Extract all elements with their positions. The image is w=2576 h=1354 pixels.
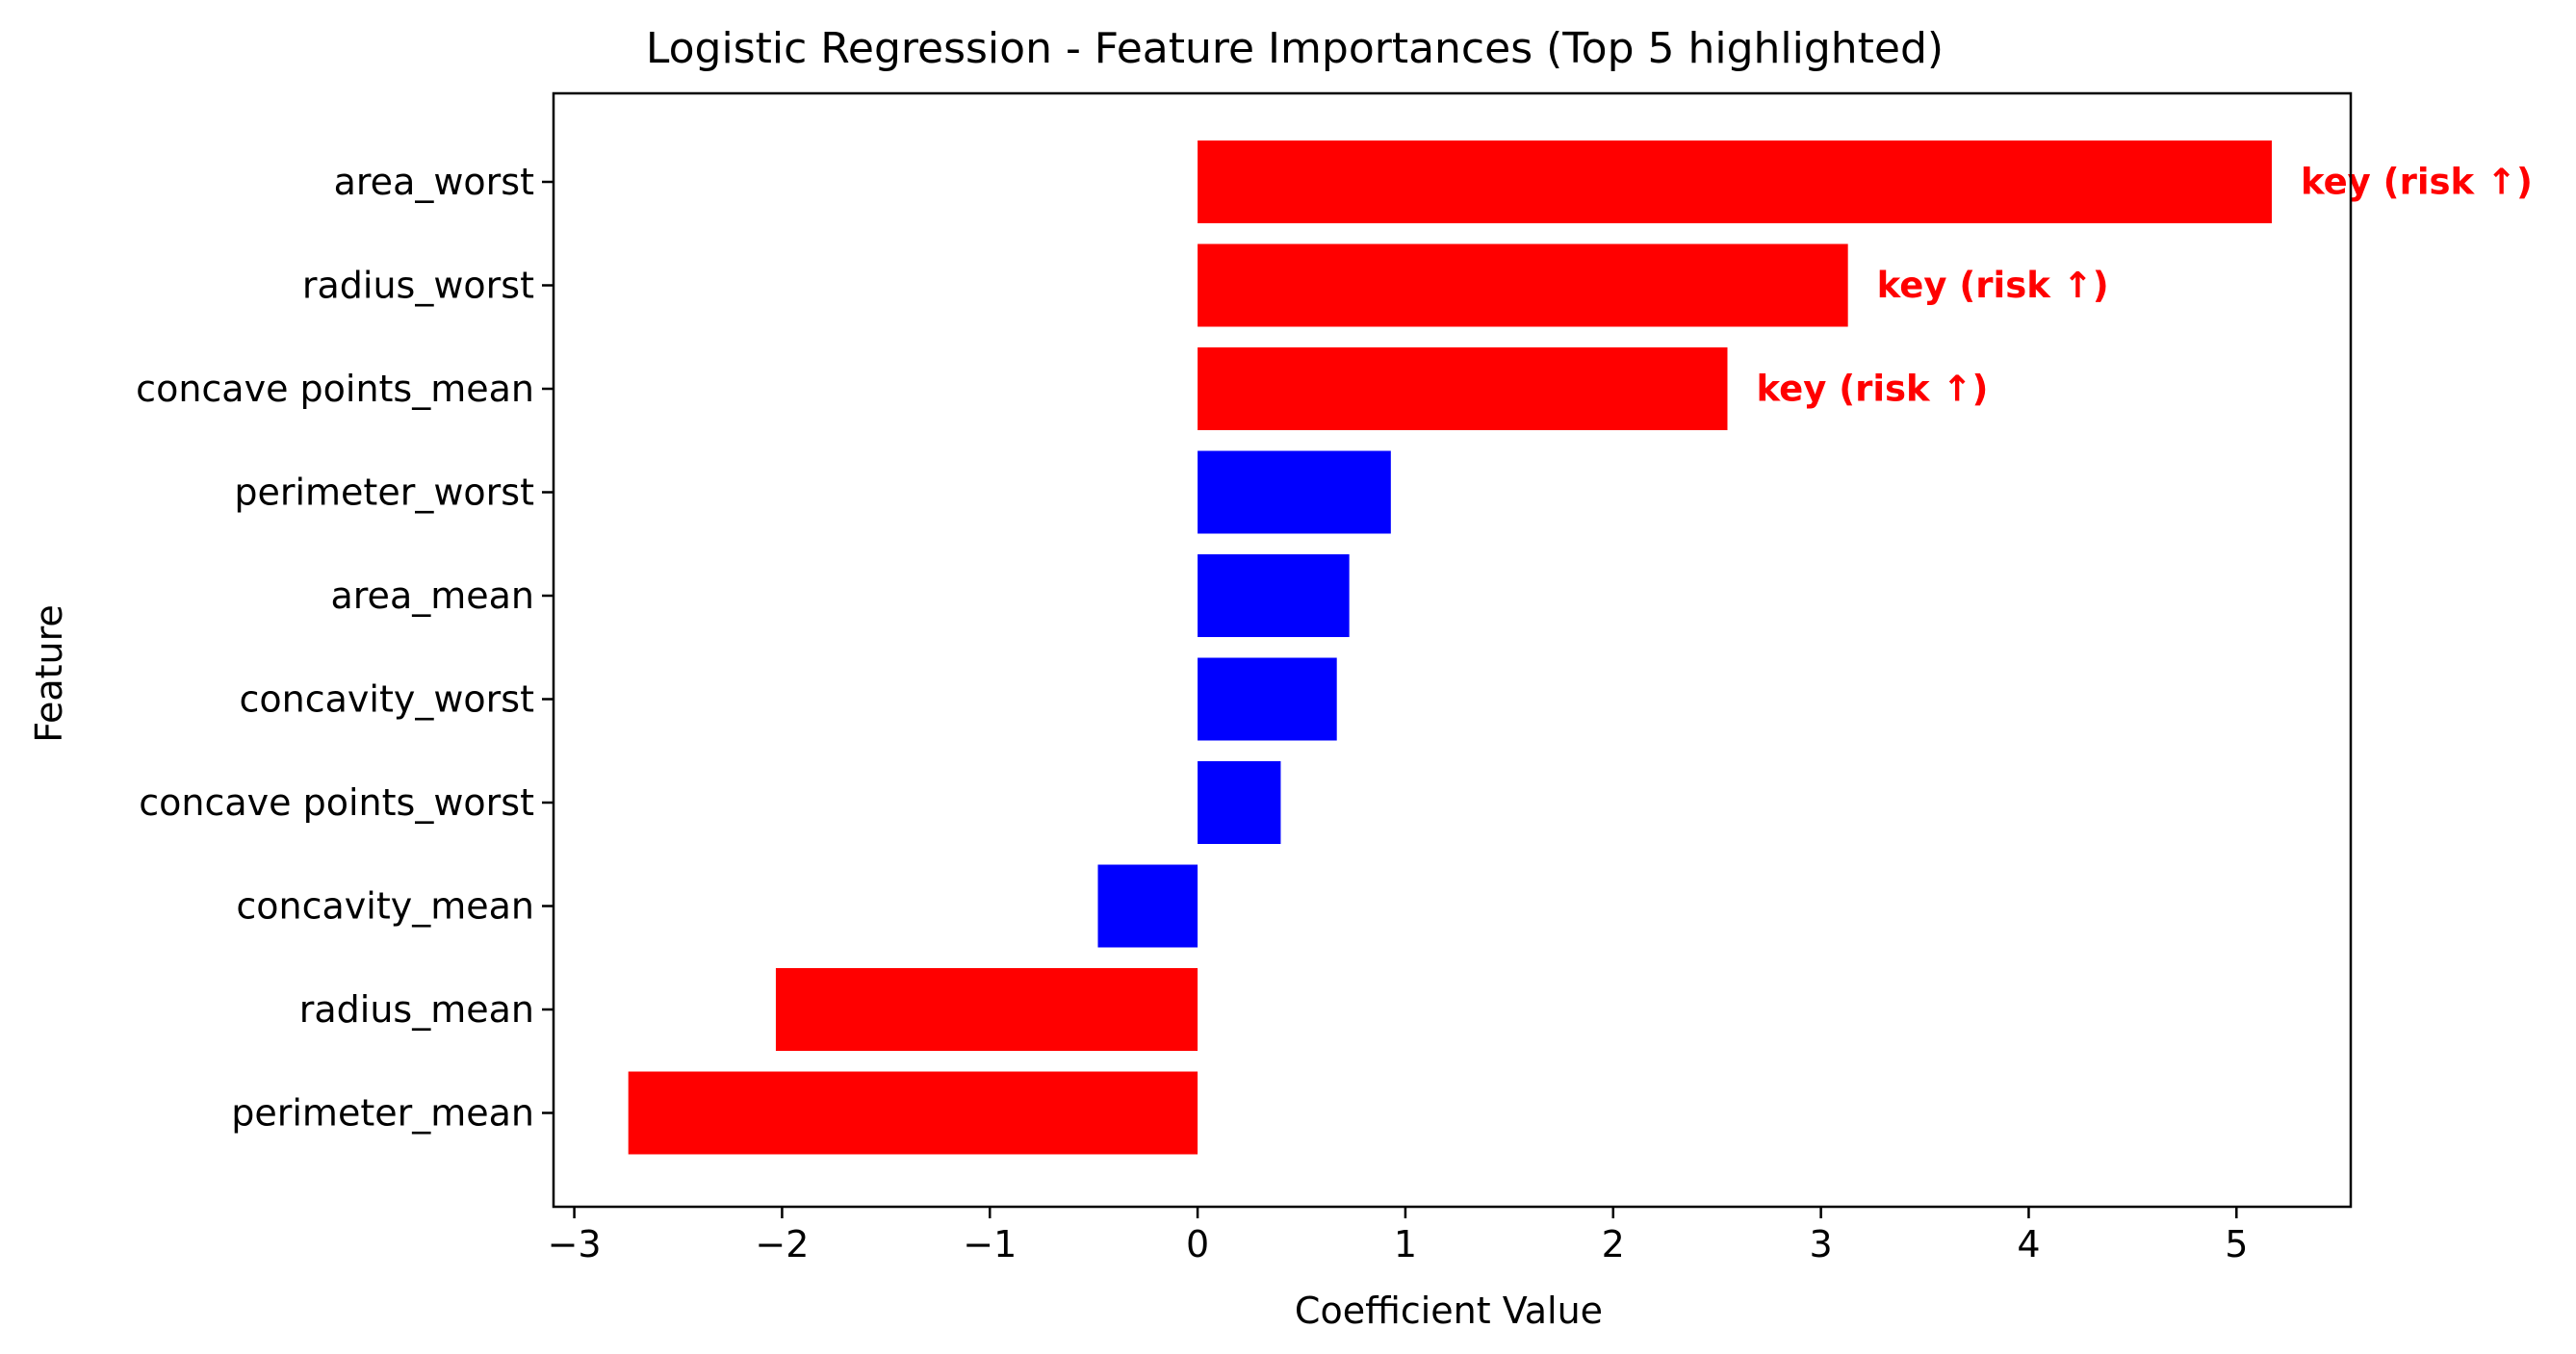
x-tick-label: 5 xyxy=(2225,1223,2248,1265)
x-tick-label: −1 xyxy=(963,1223,1017,1265)
bar-radius-mean xyxy=(775,968,1198,1051)
bar-perimeter-mean xyxy=(628,1071,1198,1155)
x-axis-ticks: −3 −2 −1 0 1 2 3 4 5 xyxy=(548,1207,2248,1265)
bars-layer xyxy=(628,141,2272,1155)
x-tick-label: −3 xyxy=(548,1223,602,1265)
x-tick-label: 0 xyxy=(1186,1223,1209,1265)
bar-perimeter-worst xyxy=(1198,450,1391,534)
bar-concavity-worst xyxy=(1198,657,1337,741)
annotation-concave-points-mean: key (risk ↑) xyxy=(1756,369,1988,410)
x-axis-label: Coefficient Value xyxy=(1295,1290,1603,1332)
chart-title: Logistic Regression - Feature Importance… xyxy=(646,24,1944,73)
bar-concave-points-mean xyxy=(1198,347,1728,430)
y-tick-label: perimeter_worst xyxy=(234,472,534,514)
annotation-radius-worst: key (risk ↑) xyxy=(1877,265,2109,306)
bar-concave-points-worst xyxy=(1198,761,1281,844)
y-tick-label: concave points_worst xyxy=(139,781,534,824)
y-tick-label: area_worst xyxy=(334,161,534,203)
plot-frame xyxy=(552,91,2353,1209)
y-tick-label: area_mean xyxy=(330,575,534,617)
annotations-layer: key (risk ↑) key (risk ↑) key (risk ↑) xyxy=(1756,162,2532,410)
y-tick-label: radius_worst xyxy=(302,265,534,307)
x-tick-label: 1 xyxy=(1394,1223,1417,1265)
x-tick-label: 2 xyxy=(1602,1223,1625,1265)
bar-area-mean xyxy=(1198,554,1350,637)
y-tick-label: perimeter_mean xyxy=(231,1092,534,1135)
x-tick-label: 3 xyxy=(1810,1223,1833,1265)
annotation-area-worst: key (risk ↑) xyxy=(2301,162,2533,203)
x-tick-label: 4 xyxy=(2017,1223,2040,1265)
y-tick-label: concave points_mean xyxy=(136,368,534,410)
y-tick-label: radius_mean xyxy=(299,988,534,1031)
x-tick-label: −2 xyxy=(755,1223,809,1265)
y-axis-label: Feature xyxy=(28,604,70,743)
bar-area-worst xyxy=(1198,141,2272,223)
y-tick-label: concavity_mean xyxy=(236,885,534,928)
bar-concavity-mean xyxy=(1097,864,1198,948)
y-tick-label: concavity_worst xyxy=(240,678,535,721)
bar-radius-worst xyxy=(1198,243,1848,327)
